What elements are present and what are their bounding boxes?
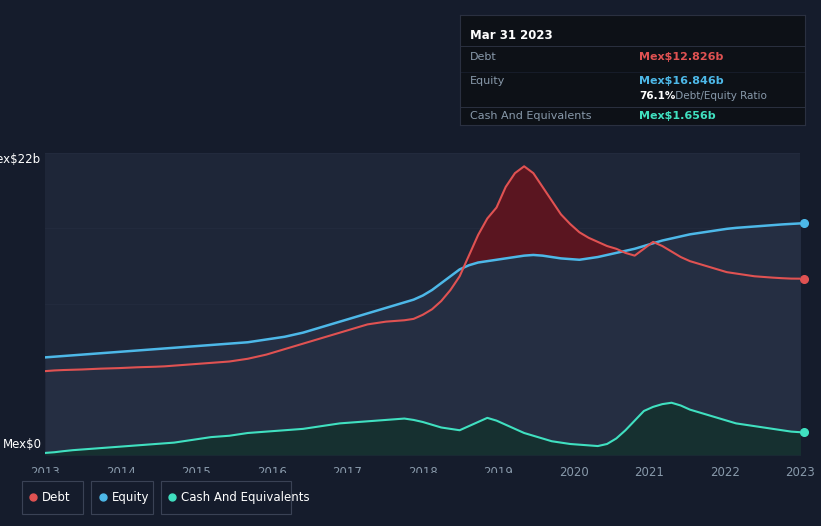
Text: 2014: 2014 bbox=[106, 466, 135, 479]
Text: Cash And Equivalents: Cash And Equivalents bbox=[181, 491, 310, 503]
Text: Debt: Debt bbox=[42, 491, 71, 503]
Text: Mex$16.846b: Mex$16.846b bbox=[640, 76, 724, 86]
Text: Mex$0: Mex$0 bbox=[2, 438, 41, 451]
Text: Mex$12.826b: Mex$12.826b bbox=[640, 52, 724, 62]
Text: Mex$22b: Mex$22b bbox=[0, 153, 41, 166]
Text: Equity: Equity bbox=[112, 491, 149, 503]
Text: 2019: 2019 bbox=[484, 466, 513, 479]
Text: 76.1%: 76.1% bbox=[640, 92, 676, 102]
Text: Debt: Debt bbox=[470, 52, 497, 62]
Text: Cash And Equivalents: Cash And Equivalents bbox=[470, 111, 592, 121]
Text: 2018: 2018 bbox=[408, 466, 438, 479]
Text: Debt/Equity Ratio: Debt/Equity Ratio bbox=[672, 92, 767, 102]
Text: 2015: 2015 bbox=[181, 466, 211, 479]
Text: 2021: 2021 bbox=[635, 466, 664, 479]
Text: 2022: 2022 bbox=[710, 466, 740, 479]
Text: 2017: 2017 bbox=[333, 466, 362, 479]
Text: 2023: 2023 bbox=[786, 466, 815, 479]
Text: 2013: 2013 bbox=[30, 466, 60, 479]
Text: Equity: Equity bbox=[470, 76, 506, 86]
Text: Mar 31 2023: Mar 31 2023 bbox=[470, 29, 553, 42]
Text: Mex$1.656b: Mex$1.656b bbox=[640, 111, 716, 121]
Text: 2020: 2020 bbox=[559, 466, 589, 479]
Text: 2016: 2016 bbox=[257, 466, 287, 479]
